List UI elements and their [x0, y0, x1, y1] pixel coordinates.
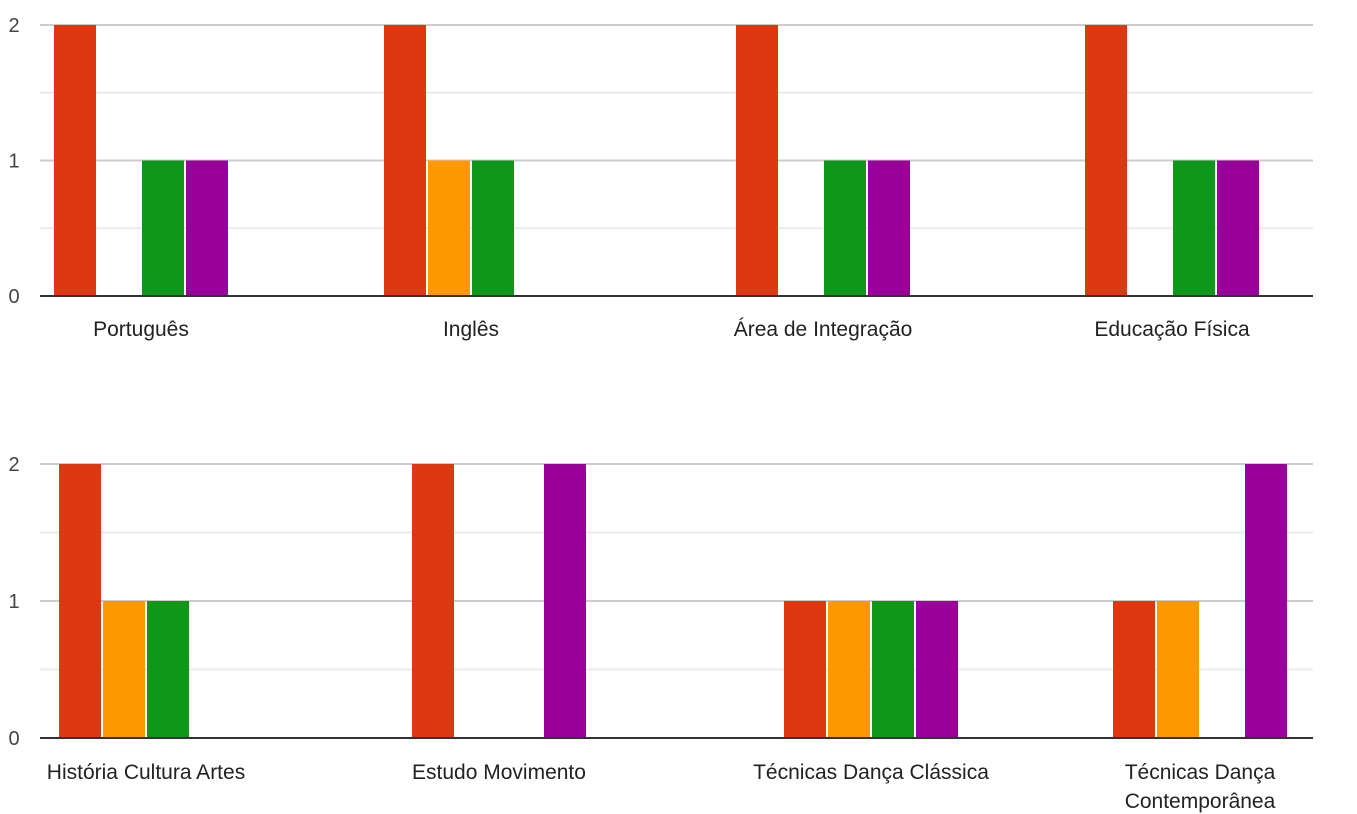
category-label: Educação Física	[1094, 318, 1250, 341]
bar	[186, 160, 228, 296]
category-label-line: Técnicas Dança Clássica	[753, 761, 989, 784]
bar	[824, 160, 866, 296]
bar	[472, 160, 514, 296]
category-label-line: Contemporânea	[1125, 790, 1276, 813]
category-label-line: Área de Integração	[734, 318, 913, 341]
bar	[103, 601, 145, 738]
bar	[1217, 160, 1259, 296]
bar	[59, 464, 101, 738]
bar	[916, 601, 958, 738]
bar	[384, 25, 426, 296]
category-label-line: Técnicas Dança	[1125, 761, 1276, 784]
y-tick-label: 0	[8, 728, 19, 750]
y-tick-label: 2	[8, 454, 19, 476]
bar	[1085, 25, 1127, 296]
bar	[54, 25, 96, 296]
bar	[1245, 464, 1287, 738]
category-label: Estudo Movimento	[412, 761, 586, 784]
bar	[784, 601, 826, 738]
bar	[147, 601, 189, 738]
category-label: Área de Integração	[734, 318, 913, 341]
category-label-line: Português	[93, 318, 189, 341]
category-label-line: Educação Física	[1094, 318, 1250, 341]
bar	[868, 160, 910, 296]
category-label-line: Estudo Movimento	[412, 761, 586, 784]
bar	[1157, 601, 1199, 738]
bar	[428, 160, 470, 296]
category-label: História Cultura Artes	[47, 761, 245, 784]
bar	[828, 601, 870, 738]
y-tick-label: 2	[8, 15, 19, 37]
category-label: Técnicas Dança Clássica	[753, 761, 989, 784]
category-label: Inglês	[443, 318, 499, 341]
category-label-line: História Cultura Artes	[47, 761, 245, 784]
bar	[1113, 601, 1155, 738]
category-label-line: Inglês	[443, 318, 499, 341]
category-label: Técnicas Dança Contemporânea	[1125, 761, 1276, 813]
bar	[544, 464, 586, 738]
y-tick-label: 1	[8, 591, 19, 613]
bar	[412, 464, 454, 738]
category-label: Português	[93, 318, 189, 341]
bar	[1173, 160, 1215, 296]
bar	[872, 601, 914, 738]
y-tick-label: 1	[8, 151, 19, 173]
bar	[736, 25, 778, 296]
bar	[142, 160, 184, 296]
y-tick-label: 0	[8, 286, 19, 308]
chart-2: 0 1 2 História Cultura Artes Estudo Moviment…	[8, 454, 1313, 813]
chart-1: 0 1 2 Português Inglês Área de Integração Educ…	[8, 15, 1313, 341]
